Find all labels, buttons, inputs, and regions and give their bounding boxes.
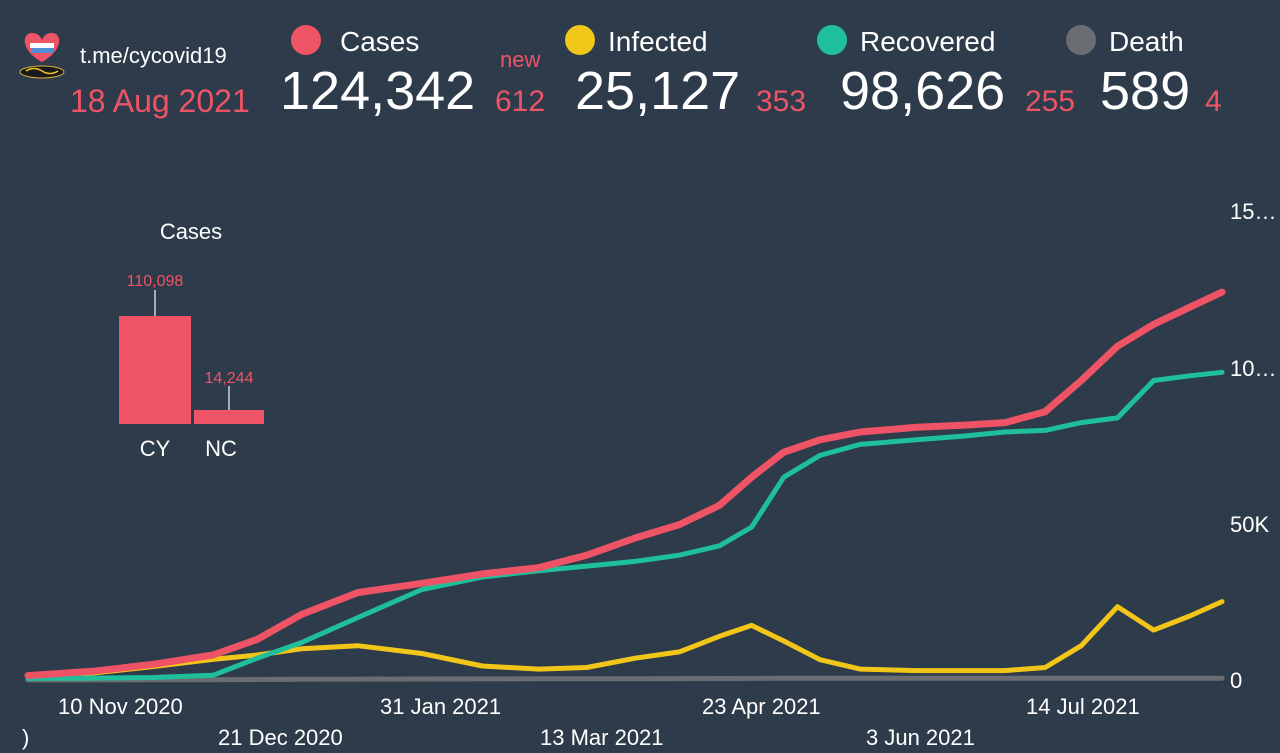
y-tick-label: 10… bbox=[1230, 356, 1276, 381]
bar-category-label: NC bbox=[205, 436, 237, 461]
legend-dot-death bbox=[1066, 25, 1096, 55]
legend-dot-infected bbox=[565, 25, 595, 55]
legend-dot-recovered bbox=[817, 25, 847, 55]
legend-label-infected: Infected bbox=[608, 26, 708, 57]
legend-label-cases: Cases bbox=[340, 26, 419, 57]
x-tick-label-edge: ) bbox=[22, 725, 29, 750]
bar-value-label: 110,098 bbox=[127, 273, 184, 290]
x-tick-label: 31 Jan 2021 bbox=[380, 694, 501, 719]
y-tick-label: 50K bbox=[1230, 512, 1269, 537]
stat-value-death: 589 bbox=[1100, 61, 1190, 121]
new-label: new bbox=[500, 47, 540, 72]
legend-label-recovered: Recovered bbox=[860, 26, 995, 57]
bar-cy bbox=[119, 316, 191, 424]
stat-value-recovered: 98,626 bbox=[840, 61, 1005, 121]
series-line-death bbox=[25, 675, 1225, 683]
header-link[interactable]: t.me/cycovid19 bbox=[80, 43, 227, 68]
x-tick-label: 23 Apr 2021 bbox=[702, 694, 821, 719]
y-tick-label: 0 bbox=[1230, 668, 1242, 693]
x-tick-label: 14 Jul 2021 bbox=[1026, 694, 1140, 719]
header-date: 18 Aug 2021 bbox=[70, 83, 250, 119]
x-tick-label: 3 Jun 2021 bbox=[866, 725, 975, 750]
x-tick-label: 21 Dec 2020 bbox=[218, 725, 343, 750]
stat-new-death: 4 bbox=[1205, 85, 1222, 118]
stat-new-cases: 612 bbox=[495, 85, 545, 118]
bar-nc bbox=[194, 410, 264, 424]
bar-chart-title: Cases bbox=[160, 219, 222, 244]
series-line-recovered bbox=[25, 369, 1225, 681]
legend-dot-cases bbox=[291, 25, 321, 55]
line-series-group bbox=[24, 288, 1226, 683]
series-line-cases bbox=[24, 288, 1226, 680]
stat-new-recovered: 255 bbox=[1025, 85, 1075, 118]
x-tick-label: 10 Nov 2020 bbox=[58, 694, 183, 719]
stat-value-cases: 124,342 bbox=[280, 61, 475, 121]
heart-flag-logo-icon bbox=[19, 33, 65, 79]
bar-category-label: CY bbox=[140, 436, 171, 461]
legend-label-death: Death bbox=[1109, 26, 1184, 57]
y-tick-label: 15… bbox=[1230, 199, 1276, 224]
series-line-infected bbox=[25, 599, 1225, 680]
stat-value-infected: 25,127 bbox=[575, 61, 740, 121]
bar-value-label: 14,244 bbox=[205, 370, 254, 387]
x-tick-label: 13 Mar 2021 bbox=[540, 725, 664, 750]
stat-new-infected: 353 bbox=[756, 85, 806, 118]
bar-inset: Cases CY NC 110,098 14,244 bbox=[119, 219, 264, 461]
